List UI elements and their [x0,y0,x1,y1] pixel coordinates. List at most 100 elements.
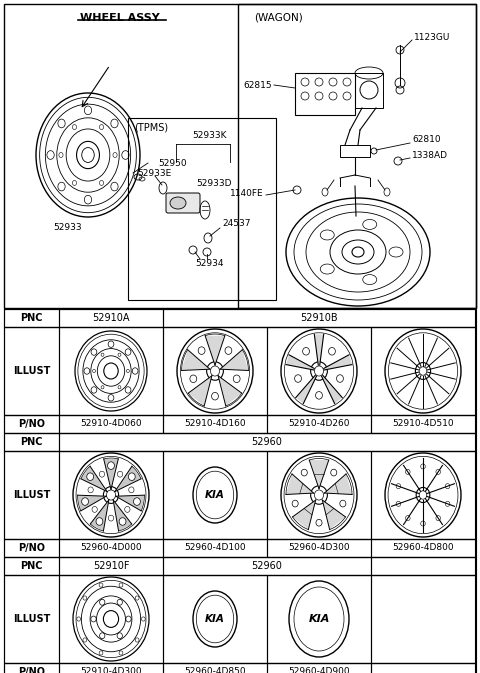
Bar [59,663,163,673]
Text: PNC: PNC [20,313,43,323]
Polygon shape [90,500,109,531]
Text: ILLUST: ILLUST [13,490,50,500]
Bar [267,539,371,557]
Text: 52960: 52960 [252,437,282,447]
Text: 52910F: 52910F [93,561,129,571]
Bar [340,145,370,157]
Bar [371,327,475,415]
Polygon shape [81,466,107,491]
Ellipse shape [96,518,103,525]
Text: 52910-4D300: 52910-4D300 [80,668,142,673]
Text: 52910-4D060: 52910-4D060 [80,419,142,429]
Bar [4,663,476,673]
Text: 52934: 52934 [196,260,224,269]
Bar [371,663,475,673]
Bar [4,433,59,451]
Polygon shape [296,376,316,404]
Text: KIA: KIA [205,614,225,624]
Text: 52960-4D900: 52960-4D900 [288,668,350,673]
Bar [4,415,59,433]
Polygon shape [205,336,225,365]
Polygon shape [292,500,316,530]
Bar [4,451,476,539]
Bar [59,415,163,433]
Bar [59,433,475,451]
Bar [371,415,475,433]
Text: 52950: 52950 [158,159,187,168]
Ellipse shape [170,197,186,209]
Bar [163,557,371,575]
Text: 52910A: 52910A [92,313,130,323]
Text: 1140FE: 1140FE [230,190,264,199]
Bar [267,415,371,433]
Bar [371,451,475,539]
Ellipse shape [119,518,126,525]
Text: 52960-4D300: 52960-4D300 [288,544,350,553]
Bar [4,539,59,557]
Text: WHEEL ASSY: WHEEL ASSY [80,13,160,23]
Bar [267,575,371,663]
Polygon shape [322,376,342,404]
Text: 1338AD: 1338AD [412,151,448,160]
Bar [163,663,267,673]
Bar [371,575,475,663]
Bar [163,415,267,433]
Text: 52960-4D850: 52960-4D850 [184,668,246,673]
Bar [4,309,59,327]
Text: 62815: 62815 [243,81,272,90]
Text: 1123GU: 1123GU [414,34,450,42]
Text: KIA: KIA [205,490,225,500]
Bar [4,433,476,451]
Polygon shape [113,500,132,531]
Bar [295,73,355,115]
Bar [4,557,476,575]
Bar [163,327,267,415]
Polygon shape [286,355,314,370]
Bar [267,451,371,539]
Bar [4,557,59,575]
Polygon shape [309,460,329,489]
Text: (TPMS): (TPMS) [134,123,168,133]
Bar [4,415,476,433]
Bar [4,575,59,663]
Text: PNC: PNC [20,561,43,571]
Text: 52960: 52960 [252,561,282,571]
Bar [59,557,163,575]
Bar [4,4,476,308]
Text: P/NO: P/NO [18,419,45,429]
Text: 62810: 62810 [412,135,441,145]
Bar [4,309,476,327]
Ellipse shape [87,473,94,481]
Polygon shape [115,466,141,491]
Text: 52933K: 52933K [193,131,227,141]
Polygon shape [220,350,249,370]
Polygon shape [181,350,210,370]
Text: 52933: 52933 [54,223,82,232]
Bar [59,575,163,663]
Polygon shape [323,500,346,530]
Polygon shape [104,459,118,489]
Bar [4,451,59,539]
Text: ILLUST: ILLUST [13,366,50,376]
Bar [4,663,59,673]
Text: 52933E: 52933E [137,168,171,178]
Bar [4,327,59,415]
Bar [128,118,276,300]
Text: KIA: KIA [308,614,330,624]
Bar [371,557,475,575]
Bar [355,73,383,108]
Bar [4,327,476,415]
Text: P/NO: P/NO [18,543,45,553]
Polygon shape [314,334,324,365]
Text: 52910-4D260: 52910-4D260 [288,419,350,429]
Text: 52933D: 52933D [196,178,231,188]
Bar [267,327,371,415]
Bar [4,539,476,557]
Ellipse shape [133,498,140,505]
FancyBboxPatch shape [166,193,200,213]
Ellipse shape [108,462,114,469]
Text: 52960-4D000: 52960-4D000 [80,544,142,553]
Bar [163,309,475,327]
Bar [371,539,475,557]
Bar [163,539,267,557]
